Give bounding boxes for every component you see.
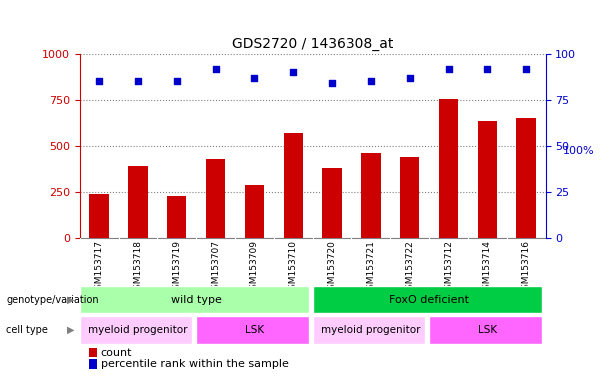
Text: GSM153707: GSM153707 bbox=[211, 240, 220, 295]
Title: GDS2720 / 1436308_at: GDS2720 / 1436308_at bbox=[232, 37, 394, 51]
FancyBboxPatch shape bbox=[313, 316, 425, 344]
Bar bbox=[516, 118, 536, 238]
Point bbox=[366, 78, 376, 84]
Bar bbox=[89, 194, 109, 238]
Text: GSM153720: GSM153720 bbox=[327, 240, 337, 295]
Point bbox=[94, 78, 104, 84]
Point bbox=[172, 78, 181, 84]
Point bbox=[249, 74, 259, 81]
Bar bbox=[361, 153, 381, 238]
Text: GSM153722: GSM153722 bbox=[405, 240, 414, 295]
Text: ▶: ▶ bbox=[67, 295, 75, 305]
Text: GSM153714: GSM153714 bbox=[483, 240, 492, 295]
Point bbox=[288, 69, 298, 75]
Bar bbox=[400, 157, 419, 238]
Bar bbox=[206, 159, 226, 238]
Point bbox=[211, 65, 221, 71]
Bar bbox=[128, 166, 148, 238]
Bar bbox=[89, 359, 97, 369]
Bar bbox=[245, 185, 264, 238]
Text: myeloid progenitor: myeloid progenitor bbox=[321, 325, 421, 335]
Text: GSM153718: GSM153718 bbox=[134, 240, 142, 295]
Text: GSM153719: GSM153719 bbox=[172, 240, 181, 295]
FancyBboxPatch shape bbox=[313, 286, 542, 313]
Text: count: count bbox=[101, 348, 132, 358]
Text: GSM153716: GSM153716 bbox=[522, 240, 531, 295]
Text: GSM153712: GSM153712 bbox=[444, 240, 453, 295]
Text: percentile rank within the sample: percentile rank within the sample bbox=[101, 359, 289, 369]
Text: cell type: cell type bbox=[6, 325, 48, 335]
Text: genotype/variation: genotype/variation bbox=[6, 295, 99, 305]
Bar bbox=[89, 348, 97, 357]
Bar bbox=[478, 121, 497, 238]
Text: FoxO deficient: FoxO deficient bbox=[389, 295, 469, 305]
FancyBboxPatch shape bbox=[80, 316, 192, 344]
Point bbox=[327, 80, 337, 86]
Text: wild type: wild type bbox=[171, 295, 221, 305]
Text: LSK: LSK bbox=[245, 325, 264, 335]
Bar bbox=[439, 99, 459, 238]
Bar bbox=[322, 168, 342, 238]
Point bbox=[405, 74, 414, 81]
Point bbox=[521, 65, 531, 71]
Text: ▶: ▶ bbox=[67, 325, 75, 335]
Text: GSM153709: GSM153709 bbox=[250, 240, 259, 295]
Point bbox=[133, 78, 143, 84]
FancyBboxPatch shape bbox=[429, 316, 542, 344]
Text: LSK: LSK bbox=[478, 325, 497, 335]
FancyBboxPatch shape bbox=[196, 316, 309, 344]
Text: GSM153710: GSM153710 bbox=[289, 240, 298, 295]
Point bbox=[444, 65, 454, 71]
Text: GSM153717: GSM153717 bbox=[94, 240, 104, 295]
Point bbox=[482, 65, 492, 71]
FancyBboxPatch shape bbox=[80, 286, 309, 313]
Y-axis label: 100%: 100% bbox=[563, 146, 595, 156]
Text: GSM153721: GSM153721 bbox=[367, 240, 375, 295]
Text: myeloid progenitor: myeloid progenitor bbox=[88, 325, 188, 335]
Bar bbox=[284, 133, 303, 238]
Bar bbox=[167, 196, 186, 238]
